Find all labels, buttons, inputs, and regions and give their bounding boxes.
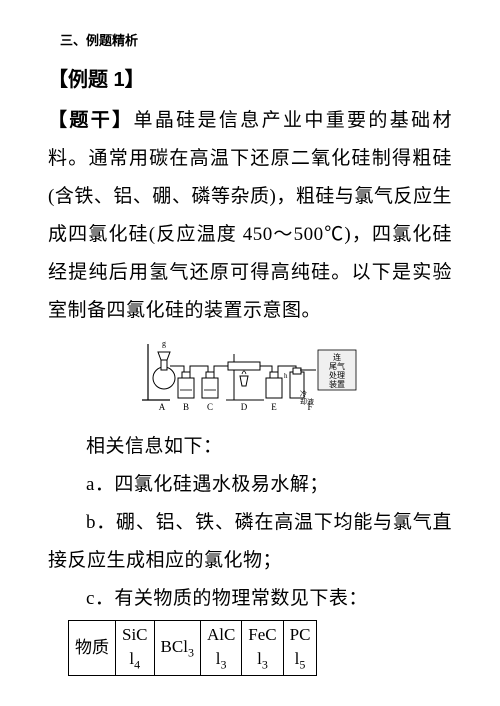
apparatus-diagram: A B C D E F g 冷 却液 连 尾气 处理 装置 h <box>48 334 452 426</box>
svg-text:处理: 处理 <box>329 370 345 380</box>
diagram-label-d: D <box>241 402 248 412</box>
svg-text:却液: 却液 <box>300 397 314 406</box>
table-col-2: AlCl3 <box>200 621 241 676</box>
table-col-1: BCl3 <box>154 621 200 676</box>
stem-label: 【题干】 <box>48 110 133 131</box>
info-line: 相关信息如下： <box>48 428 452 466</box>
table-row-label: 物质 <box>69 621 116 676</box>
svg-text:尾气: 尾气 <box>329 361 345 371</box>
example-number: 【例题 1】 <box>48 60 452 100</box>
constants-table: 物质 SiCl4 BCl3 AlCl3 FeCl3 PCl5 <box>68 620 317 676</box>
diagram-tail-label: 连 <box>333 352 341 362</box>
stem-text: 单晶硅是信息产业中重要的基础材料。通常用碳在高温下还原二氧化硅制得粗硅(含铁、铝… <box>48 110 452 321</box>
info-a: a．四氯化硅遇水极易水解； <box>48 466 452 504</box>
section-title: 三、例题精析 <box>60 28 452 54</box>
info-b-line1: b．硼、铝、铁、磷在高温下均能与氯气直接反应生成相应的氯化物； <box>48 504 452 580</box>
svg-text:装置: 装置 <box>329 379 345 389</box>
diagram-label-c: C <box>207 402 213 412</box>
table-col-0: SiCl4 <box>116 621 155 676</box>
diagram-label-a: A <box>159 402 166 412</box>
info-c: c．有关物质的物理常数见下表： <box>48 580 452 618</box>
table-col-4: PCl5 <box>283 621 317 676</box>
diagram-label-e: E <box>271 402 277 412</box>
diagram-cooling-label: 冷 <box>300 389 307 398</box>
table-col-3: FeCl3 <box>242 621 283 676</box>
stem-paragraph: 【题干】单晶硅是信息产业中重要的基础材料。通常用碳在高温下还原二氧化硅制得粗硅(… <box>48 102 452 330</box>
diagram-label-b: B <box>183 402 189 412</box>
svg-text:h: h <box>284 372 288 380</box>
diagram-label-g: g <box>162 339 166 348</box>
